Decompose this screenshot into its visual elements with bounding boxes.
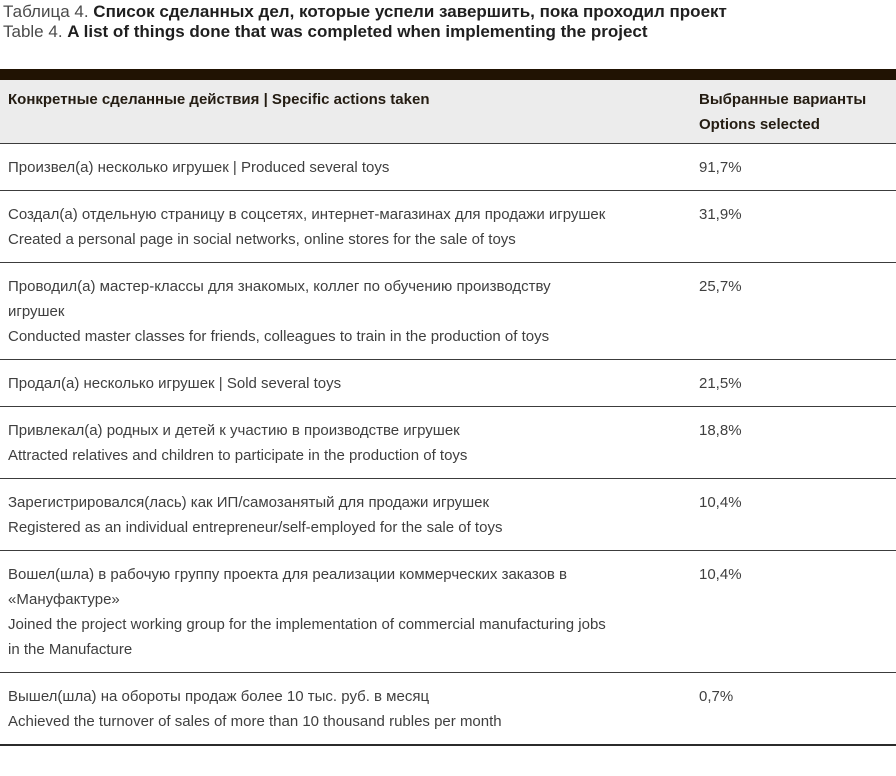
row-action-cell: Продал(а) несколько игрушек | Sold sever…: [0, 359, 695, 407]
header-options: Выбранные варианты Options selected: [695, 80, 896, 144]
row-value-cell: 18,8%: [695, 406, 896, 479]
row-action-text-en: Conducted master classes for friends, co…: [8, 328, 550, 345]
row-value-cell: 21,5%: [695, 359, 896, 407]
row-action-text-ru: Создал(а) отдельную страницу в соцсетях,…: [8, 206, 606, 223]
row-value-cell: 91,7%: [695, 143, 896, 191]
data-table: Конкретные сделанные действия | Specific…: [0, 80, 896, 746]
row-action-cell: Произвел(а) несколько игрушек | Produced…: [0, 143, 695, 191]
table-row: Вышел(шла) на обороты продаж более 10 ты…: [0, 672, 896, 746]
caption-en-prefix: Table 4.: [3, 22, 63, 41]
caption-ru-text: Список сделанных дел, которые успели зав…: [93, 2, 727, 21]
row-action-cell: Создал(а) отдельную страницу в соцсетях,…: [0, 190, 695, 263]
row-action-text-en: Created a personal page in social networ…: [8, 231, 516, 248]
row-value-cell: 31,9%: [695, 190, 896, 263]
caption-ru: Таблица 4. Список сделанных дел, которые…: [3, 2, 896, 22]
table-row: Проводил(а) мастер-классы для знакомых, …: [0, 262, 896, 360]
row-action-text-ru: Вышел(шла) на обороты продаж более 10 ты…: [8, 688, 430, 705]
header-options-label-en: Options selected: [699, 116, 820, 133]
row-action-text-en: Registered as an individual entrepreneur…: [8, 519, 503, 536]
table-row: Продал(а) несколько игрушек | Sold sever…: [0, 359, 896, 407]
row-value-cell: 25,7%: [695, 262, 896, 360]
data-table-wrapper: Конкретные сделанные действия | Specific…: [0, 69, 896, 746]
table-row: Произвел(а) несколько игрушек | Produced…: [0, 143, 896, 191]
table-row: Привлекал(а) родных и детей к участию в …: [0, 406, 896, 479]
row-value-cell: 10,4%: [695, 478, 896, 551]
table-row: Вошел(шла) в рабочую группу проекта для …: [0, 550, 896, 673]
row-action-text-ru: Зарегистрировался(лась) как ИП/самозанят…: [8, 494, 490, 511]
header-actions: Конкретные сделанные действия | Specific…: [0, 80, 695, 144]
row-action-text-ru: Вошел(шла) в рабочую группу проекта для …: [8, 566, 568, 608]
caption-ru-prefix: Таблица 4.: [3, 2, 89, 21]
table-caption: Таблица 4. Список сделанных дел, которые…: [0, 2, 896, 42]
table-top-border: [0, 69, 896, 80]
header-actions-label: Конкретные сделанные действия | Specific…: [8, 91, 430, 108]
row-action-text-ru: Продал(а) несколько игрушек | Sold sever…: [8, 375, 342, 392]
row-action-cell: Вышел(шла) на обороты продаж более 10 ты…: [0, 672, 695, 746]
row-value-cell: 0,7%: [695, 672, 896, 746]
caption-en: Table 4. A list of things done that was …: [3, 22, 896, 42]
row-action-text-en: Attracted relatives and children to part…: [8, 447, 468, 464]
table-row: Создал(а) отдельную страницу в соцсетях,…: [0, 190, 896, 263]
row-action-cell: Зарегистрировался(лась) как ИП/самозанят…: [0, 478, 695, 551]
row-action-text-ru: Произвел(а) несколько игрушек | Produced…: [8, 159, 390, 176]
row-action-text-ru: Проводил(а) мастер-классы для знакомых, …: [8, 278, 551, 320]
row-action-text-ru: Привлекал(а) родных и детей к участию в …: [8, 422, 460, 439]
row-action-cell: Вошел(шла) в рабочую группу проекта для …: [0, 550, 695, 673]
table-row: Зарегистрировался(лась) как ИП/самозанят…: [0, 478, 896, 551]
row-value-cell: 10,4%: [695, 550, 896, 673]
table-header-row: Конкретные сделанные действия | Specific…: [0, 80, 896, 144]
caption-en-text: A list of things done that was completed…: [67, 22, 648, 41]
row-action-text-en: Achieved the turnover of sales of more t…: [8, 713, 502, 730]
row-action-text-en: Joined the project working group for the…: [8, 616, 606, 658]
row-action-cell: Проводил(а) мастер-классы для знакомых, …: [0, 262, 695, 360]
row-action-cell: Привлекал(а) родных и детей к участию в …: [0, 406, 695, 479]
header-options-label-ru: Выбранные варианты: [699, 91, 867, 108]
